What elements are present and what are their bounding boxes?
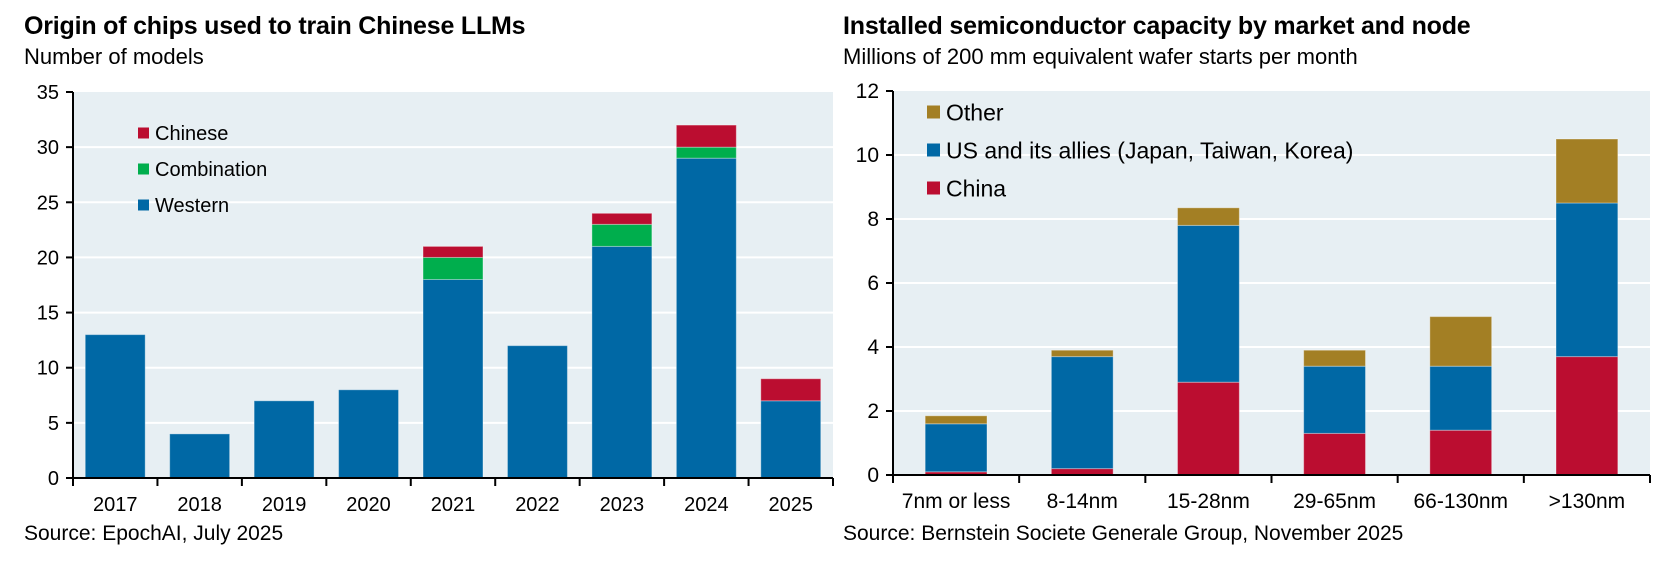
legend-swatch xyxy=(138,163,149,175)
bar-segment-combination xyxy=(422,256,484,280)
y-tick-label: 10 xyxy=(856,144,879,167)
y-tick-label: 8 xyxy=(867,208,879,231)
legend-swatch xyxy=(927,143,940,157)
x-tick-label: 66-130nm xyxy=(1413,490,1508,513)
bar-segment-western xyxy=(675,157,737,479)
bar-segment-western xyxy=(422,278,484,479)
y-tick-label: 4 xyxy=(867,336,879,359)
y-tick-label: 25 xyxy=(37,192,59,214)
bar-segment-other xyxy=(1177,207,1240,226)
y-tick-label: 5 xyxy=(48,413,59,435)
legend-label: US and its allies (Japan, Taiwan, Korea) xyxy=(946,137,1353,163)
x-tick-label: 2021 xyxy=(431,494,476,516)
y-tick-label: 30 xyxy=(37,137,59,159)
y-tick-label: 6 xyxy=(867,272,879,295)
y-tick-label: 35 xyxy=(37,82,59,104)
bar-segment-china xyxy=(1303,432,1366,476)
x-tick-label: 8-14nm xyxy=(1047,490,1118,513)
bar-segment-china xyxy=(1177,381,1240,476)
bar-segment-combination xyxy=(591,223,653,247)
x-tick-label: >130nm xyxy=(1549,490,1625,513)
bar-segment-china xyxy=(1555,356,1619,476)
bar-segment-western xyxy=(84,334,146,479)
legend-label: China xyxy=(946,175,1006,201)
legend-swatch xyxy=(927,181,940,195)
y-tick-label: 12 xyxy=(856,80,879,103)
x-tick-label: 2025 xyxy=(769,494,814,516)
bar-segment-us-and-its-allies-japan-taiwan-korea xyxy=(1429,365,1493,431)
bar-segment-chinese xyxy=(675,124,737,148)
y-tick-label: 10 xyxy=(37,358,59,380)
bar-segment-us-and-its-allies-japan-taiwan-korea xyxy=(1303,365,1366,434)
x-tick-label: 2022 xyxy=(515,494,560,516)
y-tick-label: 0 xyxy=(48,468,59,490)
x-tick-label: 29-65nm xyxy=(1293,490,1376,513)
bar-segment-other xyxy=(924,415,988,425)
bar-segment-western xyxy=(591,245,653,479)
bar-segment-western xyxy=(338,389,400,479)
bar-segment-chinese xyxy=(591,212,653,225)
right-chart-source: Source: Bernstein Societe Generale Group… xyxy=(843,522,1404,545)
legend-swatch xyxy=(138,127,149,139)
legend: Chinese Combination Western xyxy=(138,123,267,217)
bar-segment-chinese xyxy=(422,245,484,258)
legend-swatch xyxy=(138,199,149,211)
legend-label: Other xyxy=(946,99,1004,125)
x-tick-label: 7nm or less xyxy=(902,490,1011,513)
x-tick-label: 2019 xyxy=(262,494,307,516)
bar-segment-western xyxy=(253,400,315,479)
y-tick-label: 2 xyxy=(867,400,879,423)
y-tick-label: 15 xyxy=(37,303,59,325)
x-tick-label: 2018 xyxy=(177,494,222,516)
bar-segment-us-and-its-allies-japan-taiwan-korea xyxy=(1555,202,1619,358)
left-chart-source: Source: EpochAI, July 2025 xyxy=(24,522,284,545)
x-tick-label: 2020 xyxy=(346,494,391,516)
x-tick-label: 2017 xyxy=(93,494,138,516)
bar-segment-other xyxy=(1555,138,1619,204)
bar-segment-us-and-its-allies-japan-taiwan-korea xyxy=(1050,356,1114,470)
bar-segment-western xyxy=(169,433,231,479)
bar-segment-other xyxy=(1429,316,1493,367)
bar-segment-western xyxy=(760,400,822,479)
bar-segment-other xyxy=(1303,349,1366,367)
bar-segment-western xyxy=(506,345,568,479)
x-tick-label: 2024 xyxy=(684,494,729,516)
bar-segment-combination xyxy=(675,146,737,159)
legend-swatch xyxy=(927,105,940,119)
legend-label: Western xyxy=(155,195,229,217)
left-chart-subtitle: Number of models xyxy=(24,44,204,69)
legend-label: Combination xyxy=(155,159,267,181)
bar-segment-chinese xyxy=(760,378,822,402)
right-chart-title: Installed semiconductor capacity by mark… xyxy=(843,12,1471,40)
left-chart-title: Origin of chips used to train Chinese LL… xyxy=(24,12,526,40)
bar-segment-us-and-its-allies-japan-taiwan-korea xyxy=(1177,224,1240,383)
bar-segment-china xyxy=(1429,429,1493,476)
chart-right: 0 2 4 6 8 10 12 7nm or less 8-14nm 15-28nm 29-65nm… xyxy=(856,80,1651,513)
legend: Other US and its allies (Japan, Taiwan, K… xyxy=(927,99,1353,201)
legend-label: Chinese xyxy=(155,123,228,145)
x-tick-label: 15-28nm xyxy=(1167,490,1250,513)
bar-segment-other xyxy=(1050,349,1114,358)
x-tick-label: 2023 xyxy=(600,494,645,516)
y-tick-label: 0 xyxy=(867,464,879,487)
bar-segment-us-and-its-allies-japan-taiwan-korea xyxy=(924,423,988,473)
right-chart-subtitle: Millions of 200 mm equivalent wafer star… xyxy=(843,44,1358,69)
y-tick-label: 20 xyxy=(37,247,59,269)
